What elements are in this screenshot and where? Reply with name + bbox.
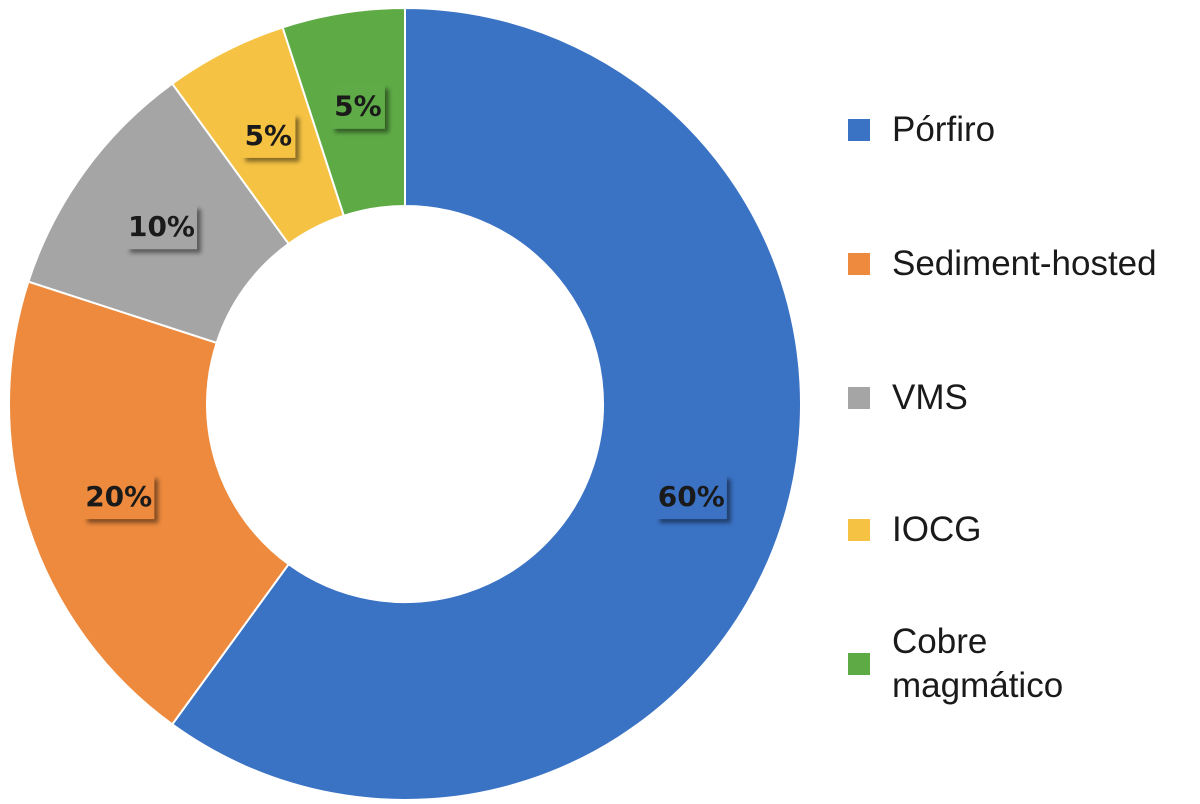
data-label-iocg: 5% bbox=[241, 113, 296, 158]
data-label-text: 60% bbox=[658, 480, 725, 513]
data-label-cobre-magmatico: 5% bbox=[330, 84, 385, 129]
legend-label-vms: VMS bbox=[892, 378, 968, 417]
legend-item-sediment-hosted: Sediment-hosted bbox=[848, 242, 1157, 286]
legend-item-porfiro: Pórfiro bbox=[848, 108, 995, 152]
data-label-box bbox=[330, 84, 385, 129]
chart-legend: Pórfiro Sediment-hosted VMS IOCG Cobre m… bbox=[848, 0, 1200, 804]
data-label-box bbox=[655, 475, 727, 520]
legend-item-iocg: IOCG bbox=[848, 508, 981, 552]
legend-label-iocg: IOCG bbox=[892, 510, 982, 549]
data-label-text: 5% bbox=[245, 119, 293, 152]
legend-swatch-porfiro bbox=[848, 119, 870, 141]
legend-label-cobre-magmatico: Cobre magmático bbox=[892, 622, 1064, 705]
data-label-sediment-hosted: 20% bbox=[83, 475, 155, 520]
slice-porfiro bbox=[170, 6, 802, 801]
legend-label-porfiro: Pórfiro bbox=[892, 110, 996, 149]
legend-item-vms: VMS bbox=[848, 376, 968, 420]
data-label-text: 10% bbox=[128, 210, 195, 243]
legend-swatch-sediment-hosted bbox=[848, 253, 870, 275]
data-label-box bbox=[83, 475, 155, 520]
data-label-box bbox=[125, 205, 197, 250]
data-label-text: 20% bbox=[85, 480, 152, 513]
legend-item-cobre-magmatico: Cobre magmático bbox=[848, 620, 1063, 708]
data-label-porfiro: 60% bbox=[655, 475, 727, 520]
donut-data-labels: 60% 20% 10% 5% 5% bbox=[83, 84, 727, 520]
data-label-text: 5% bbox=[334, 90, 382, 123]
donut-slices bbox=[8, 6, 802, 801]
legend-swatch-iocg bbox=[848, 519, 870, 541]
legend-label-sediment-hosted: Sediment-hosted bbox=[892, 244, 1157, 283]
legend-swatch-cobre-magmatico bbox=[848, 653, 870, 675]
data-label-vms: 10% bbox=[125, 205, 197, 250]
legend-swatch-vms bbox=[848, 387, 870, 409]
data-label-box bbox=[241, 113, 296, 158]
